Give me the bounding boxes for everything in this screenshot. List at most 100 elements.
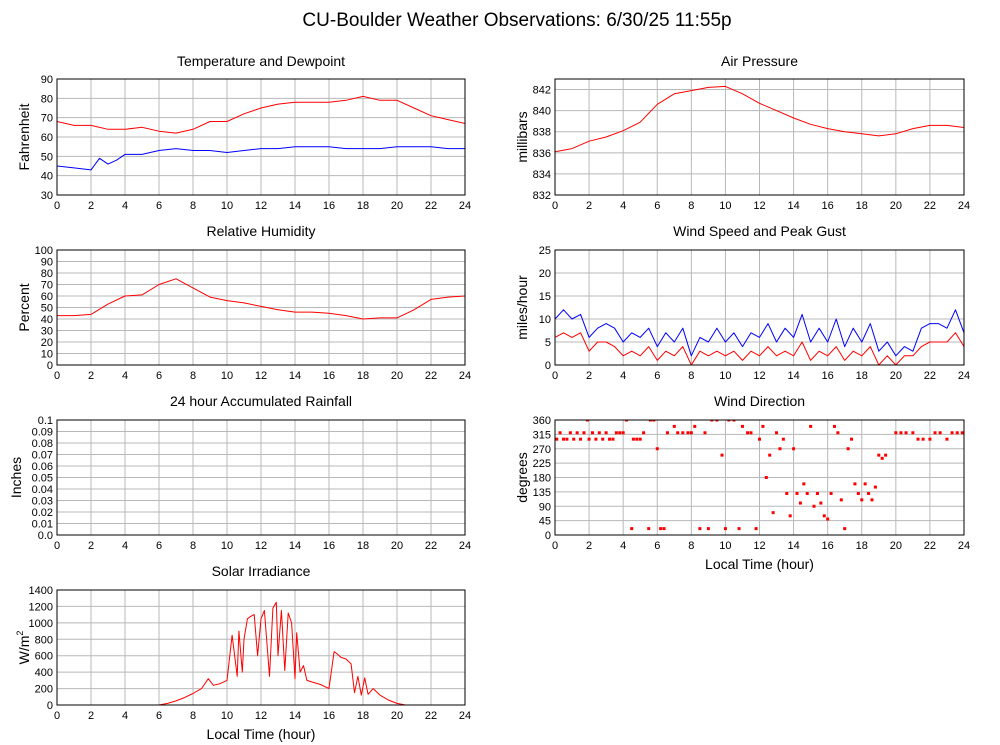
temp-xtick-label: 22 [425,200,437,212]
winddir-point [672,424,676,428]
rh-plot-area [57,278,465,320]
winddir-point [558,431,562,435]
winddir-point [960,431,964,435]
winddir-point [647,527,651,531]
winddir-point [562,437,566,441]
winddir-xtick-label: 2 [586,540,592,552]
temp-xtick-label: 20 [391,200,403,212]
pressure-xtick-label: 12 [753,200,765,212]
winddir-point [611,437,615,441]
pressure-frame [554,78,965,196]
rain-xtick-label: 12 [255,540,267,552]
wind-ytick-label: 5 [545,337,551,349]
wind-xtick-label: 2 [586,370,592,382]
temp-xtick-label: 24 [459,200,471,212]
rh-xtick-label: 10 [221,370,233,382]
winddir-point [587,437,591,441]
rain-ylabel-text: Inches [8,457,24,498]
pressure-ytick-label: 834 [533,169,551,181]
solar-xlabel: Local Time (hour) [207,726,316,742]
winddir-point [904,431,908,435]
rh-ylabel: Percent [16,283,32,331]
winddir-point [720,453,724,457]
wind-ytick-label: 10 [539,314,551,326]
winddir-xtick-label: 0 [552,540,558,552]
wind-xtick-label: 20 [890,370,902,382]
winddir-xtick-label: 14 [787,540,799,552]
winddir-point [703,431,707,435]
rh-xtick-label: 14 [289,370,301,382]
winddir-point [843,527,847,531]
rh-ytick-label: 30 [41,326,53,338]
winddir-point [659,527,663,531]
winddir-point [706,527,710,531]
temp-series-line-2 [57,146,465,171]
winddir-point [740,424,744,428]
rain-xtick-label: 14 [289,540,301,552]
wind-ytick-label: 0 [545,360,551,372]
solar-title: Solar Irradiance [212,563,311,579]
winddir-point [749,431,753,435]
winddir-point [899,431,903,435]
solar-ylabel-superscript: 2 [15,631,25,636]
rh-xtick-label: 24 [459,370,471,382]
solar-ytick-label: 1400 [29,585,53,597]
winddir-point [631,437,635,441]
rain-xtick-label: 20 [391,540,403,552]
winddir-point [642,431,646,435]
wind-xtick-label: 0 [552,370,558,382]
winddir-point [795,491,799,495]
wind-xtick-label: 16 [822,370,834,382]
rain-ytick-label: 0.02 [32,507,53,519]
rh-ytick-label: 60 [41,291,53,303]
winddir-point [781,437,785,441]
winddir-point [928,437,932,441]
rain-frame [56,419,466,536]
rain-xtick-label: 10 [221,540,233,552]
winddir-point [809,424,813,428]
solar-xtick-label: 6 [156,710,162,722]
winddir-point [778,447,782,451]
rain-ytick-label: 0.1 [38,415,53,427]
wind-ylabel: miles/hour [514,275,530,340]
winddir-point [565,437,569,441]
rh-xtick-label: 20 [391,370,403,382]
rain-ytick-label: 0.06 [32,461,53,473]
winddir-point [582,431,586,435]
winddir-xtick-label: 4 [620,540,626,552]
rh-ytick-label: 100 [35,245,53,257]
winddir-point [585,420,589,422]
winddir-point [846,447,850,451]
winddir-point [727,420,731,422]
winddir-point [732,420,736,422]
rain-ytick-label: 0.03 [32,496,53,508]
pressure-plot-area [555,85,964,153]
rh-ytick-label: 0 [47,360,53,372]
rain-ytick-label: 0.09 [32,427,53,439]
winddir-point [819,501,823,505]
temp-ytick-label: 30 [41,190,53,202]
winddir-title: Wind Direction [714,393,805,409]
wind-xtick-label: 14 [787,370,799,382]
winddir-point [693,424,697,428]
temp-xtick-label: 2 [88,200,94,212]
winddir-point [594,437,598,441]
winddir-point [621,431,625,435]
rain-ylabel: Inches [8,457,24,498]
rh-ytick-label: 20 [41,337,53,349]
winddir-point [867,491,871,495]
pressure-xtick-label: 18 [856,200,868,212]
winddir-ytick-label: 360 [533,415,551,427]
winddir-point [921,437,925,441]
solar-ytick-label: 1200 [29,601,53,613]
winddir-xtick-label: 6 [654,540,660,552]
wind-frame [554,249,965,366]
winddir-xtick-label: 18 [856,540,868,552]
rain-xtick-label: 6 [156,540,162,552]
winddir-point [775,431,779,435]
pressure-ytick-label: 838 [533,127,551,139]
